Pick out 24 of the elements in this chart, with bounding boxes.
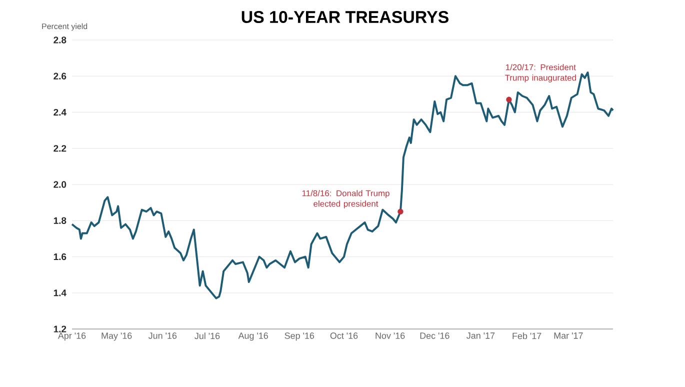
x-tick-label: Dec '16 <box>420 332 450 339</box>
y-tick-label: 2.2 <box>54 145 66 152</box>
annotation: 1/20/17: President Trump inaugurated <box>505 64 576 82</box>
x-tick-label: Jul '16 <box>194 332 220 340</box>
chart-title: US 10-YEAR TREASURYS <box>242 11 448 23</box>
y-tick-label: 1.4 <box>54 290 66 296</box>
x-tick-label: Apr '16 <box>58 332 86 341</box>
x-tick-label: Sep '16 <box>284 332 314 341</box>
y-tick-label: 1.6 <box>54 253 66 260</box>
x-tick-label: Jan '17 <box>466 332 495 339</box>
x-tick-label: Oct '16 <box>330 332 358 339</box>
y-tick-label: 2.0 <box>54 181 66 188</box>
y-tick-label: 1.8 <box>54 217 66 224</box>
y-tick-label: 2.8 <box>54 36 66 44</box>
x-tick-label: Mar '17 <box>554 332 583 339</box>
x-tick-label: May '16 <box>102 332 132 341</box>
y-tick-label: 1.2 <box>54 326 66 332</box>
x-tick-label: Aug '16 <box>238 332 268 341</box>
annotation: 11/8/16: Donald Trump elected president <box>302 190 390 208</box>
y-tick-label: 2.6 <box>54 72 66 80</box>
x-tick-label: Feb '17 <box>512 332 542 340</box>
x-tick-label: Jun '16 <box>148 332 177 339</box>
x-tick-label: Nov '16 <box>376 332 405 339</box>
y-tick-label: 2.4 <box>54 108 66 116</box>
